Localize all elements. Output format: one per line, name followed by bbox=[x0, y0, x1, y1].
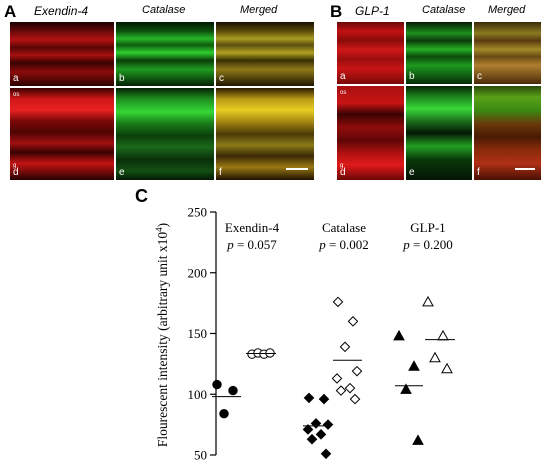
panel-b-letter: B bbox=[330, 2, 343, 21]
panel-b-image-b: b bbox=[406, 22, 472, 84]
data-point-control bbox=[306, 433, 318, 445]
layer-label-g: g bbox=[340, 163, 344, 169]
data-point-control bbox=[320, 448, 332, 460]
panel-b-image-f: f bbox=[474, 86, 541, 180]
panel-c-letter: C bbox=[135, 186, 148, 206]
sublabel: e bbox=[119, 167, 125, 178]
panel-a-image-f: f bbox=[216, 88, 314, 180]
data-point-control bbox=[302, 424, 314, 435]
data-point-control bbox=[318, 393, 330, 405]
panel-a-letter: A bbox=[4, 2, 17, 21]
data-point-control bbox=[303, 392, 315, 404]
panel-b-header-merged: Merged bbox=[488, 4, 526, 16]
sublabel: b bbox=[409, 71, 415, 82]
y-tick-label: 100 bbox=[188, 387, 208, 402]
data-point-treated bbox=[441, 362, 453, 374]
scale-bar bbox=[515, 168, 535, 170]
panel-b-image-a: a bbox=[337, 22, 404, 84]
data-point-treated bbox=[332, 296, 344, 308]
p-value-label: p = 0.002 bbox=[318, 237, 369, 252]
data-point-control bbox=[212, 379, 222, 390]
sublabel: d bbox=[13, 167, 19, 178]
sublabel: a bbox=[340, 71, 346, 82]
data-point-treated bbox=[349, 393, 361, 405]
panel-b-image-d: os g d bbox=[337, 86, 404, 180]
y-axis-label: Flourescent intensity (arbitrary unit x1… bbox=[154, 223, 170, 447]
panel-a-image-e: e bbox=[116, 88, 214, 180]
data-point-control bbox=[400, 383, 412, 394]
data-point-treated bbox=[351, 365, 363, 377]
data-point-treated bbox=[339, 341, 351, 353]
sublabel: d bbox=[340, 167, 346, 178]
data-point-control bbox=[408, 360, 420, 371]
layer-label-os: os bbox=[340, 90, 347, 96]
sublabel: a bbox=[13, 73, 19, 84]
y-tick-label: 200 bbox=[188, 265, 208, 280]
group-name-label: Catalase bbox=[322, 220, 366, 235]
panel-a-header-merged: Merged bbox=[240, 4, 278, 16]
data-point-treated bbox=[429, 351, 441, 363]
data-point-control bbox=[219, 408, 229, 419]
data-point-control bbox=[228, 385, 238, 396]
group-name-label: GLP-1 bbox=[410, 220, 445, 235]
data-point-treated bbox=[347, 316, 359, 327]
sublabel: b bbox=[119, 73, 125, 84]
data-point-control bbox=[322, 419, 334, 430]
panel-a-image-d: os g d bbox=[10, 88, 114, 180]
panel-a-image-b: b bbox=[116, 22, 214, 86]
data-point-control bbox=[412, 434, 424, 445]
sublabel: f bbox=[219, 167, 222, 178]
y-tick-label: 250 bbox=[188, 205, 208, 220]
group-name-label: Exendin-4 bbox=[225, 220, 280, 235]
p-value-label: p = 0.200 bbox=[402, 237, 453, 252]
panel-a-header-exendin: Exendin-4 bbox=[34, 4, 89, 18]
panel-b-header-catalase: Catalase bbox=[422, 4, 466, 16]
panel-a-image-a: a bbox=[10, 22, 114, 86]
layer-label-g: g bbox=[13, 163, 17, 169]
y-tick-label: 150 bbox=[188, 326, 208, 341]
sublabel: c bbox=[477, 71, 482, 82]
sublabel: c bbox=[219, 73, 224, 84]
data-point-control bbox=[393, 329, 405, 341]
data-point-treated bbox=[265, 348, 275, 358]
data-point-treated bbox=[422, 295, 434, 307]
data-point-control bbox=[315, 429, 327, 440]
data-point-treated bbox=[331, 373, 343, 384]
sublabel: e bbox=[409, 167, 415, 178]
panel-b-image-e: e bbox=[406, 86, 472, 180]
data-point-treated bbox=[344, 382, 356, 394]
data-point-treated bbox=[335, 385, 347, 396]
data-point-control bbox=[310, 418, 322, 429]
layer-label-os: os bbox=[13, 92, 20, 98]
panel-a-header-catalase: Catalase bbox=[142, 4, 186, 16]
panel-b-image-c: c bbox=[474, 22, 541, 84]
data-point-treated bbox=[437, 329, 449, 341]
panel-a-image-c: c bbox=[216, 22, 314, 86]
scale-bar bbox=[286, 168, 308, 170]
panel-b-header-glp1: GLP-1 bbox=[355, 4, 390, 18]
p-value-label: p = 0.057 bbox=[226, 237, 277, 252]
sublabel: f bbox=[477, 167, 480, 178]
y-tick-label: 50 bbox=[194, 448, 207, 463]
